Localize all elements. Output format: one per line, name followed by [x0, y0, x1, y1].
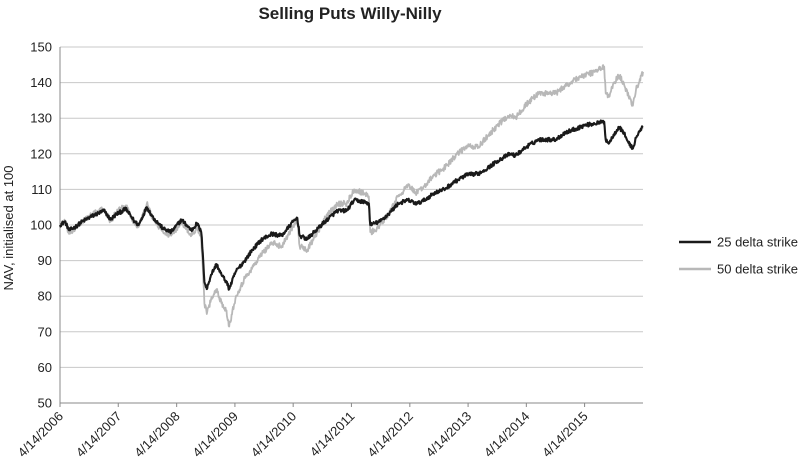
x-tick-label: 4/14/2015	[539, 409, 591, 461]
x-tick-label: 4/14/2006	[15, 409, 67, 461]
x-tick-label: 4/14/2011	[307, 409, 358, 460]
y-tick-label: 60	[38, 360, 52, 375]
x-tick-label: 4/14/2010	[248, 409, 300, 461]
x-tick-label: 4/14/2008	[131, 409, 183, 461]
y-tick-label: 50	[38, 396, 52, 411]
series-line-25-delta	[59, 119, 644, 291]
legend-label: 25 delta strike	[717, 235, 798, 250]
x-tick-label: 4/14/2014	[481, 409, 533, 461]
y-tick-label: 100	[30, 218, 52, 233]
y-tick-label: 110	[31, 182, 52, 197]
y-tick-label: 150	[30, 40, 52, 55]
gridlines	[60, 46, 643, 404]
y-tick-label: 70	[38, 324, 52, 339]
x-axis: 4/14/2006 4/14/2007 4/14/2008 4/14/2009 4/14…	[15, 402, 643, 461]
y-tick-label: 120	[30, 146, 52, 161]
legend: 25 delta strike 50 delta strike	[679, 235, 798, 277]
series-line-50-delta	[59, 64, 644, 328]
x-tick-label: 4/14/2007	[73, 409, 125, 461]
legend-label: 50 delta strike	[717, 262, 798, 277]
x-tick-label: 4/14/2009	[190, 409, 242, 461]
y-axis: 50 60 70 80 90 100 110 120 130 140 150	[30, 40, 61, 411]
y-tick-label: 130	[30, 111, 52, 126]
y-tick-label: 80	[38, 289, 52, 304]
chart-title: Selling Puts Willy-Nilly	[258, 4, 442, 23]
y-tick-label: 140	[30, 75, 52, 90]
x-tick-label: 4/14/2013	[423, 409, 475, 461]
y-tick-label: 90	[38, 253, 52, 268]
x-tick-label: 4/14/2012	[364, 409, 416, 461]
y-axis-label: NAV, initialised at 100	[1, 165, 16, 290]
plot-area	[59, 64, 644, 328]
